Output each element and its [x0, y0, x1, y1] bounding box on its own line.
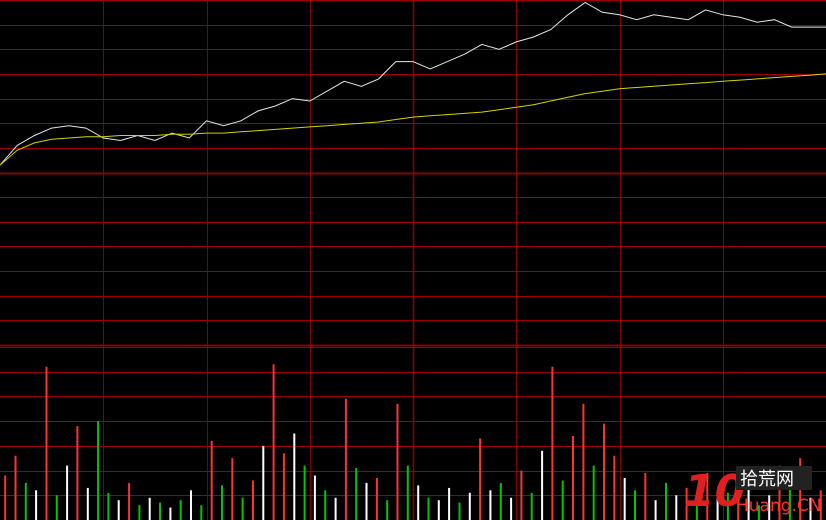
volume-bar: [324, 490, 327, 520]
volume-bar: [190, 490, 192, 520]
volume-bar: [86, 487, 89, 520]
watermark: 10 拾荒网 Huang.CN: [684, 466, 822, 517]
volume-bar: [159, 502, 161, 520]
volume-bar: [644, 473, 647, 520]
volume-bar: [417, 485, 420, 520]
volume-bar: [489, 490, 492, 520]
watermark-number: 10: [684, 466, 745, 517]
volume-bar: [128, 482, 131, 520]
volume-bar: [675, 495, 678, 520]
volume-bar: [272, 364, 275, 520]
volume-bar: [582, 403, 585, 520]
volume-bar: [561, 480, 564, 520]
volume-bar: [819, 490, 822, 520]
volume-bar: [572, 436, 574, 520]
volume-bar: [200, 505, 203, 520]
volume-bar: [262, 445, 265, 520]
volume-bar: [520, 470, 523, 520]
volume-bar: [768, 495, 771, 520]
volume-bar: [716, 497, 719, 520]
volume-bar: [282, 453, 285, 520]
volume-bar: [24, 482, 27, 520]
volume-bar: [541, 450, 544, 520]
volume-bar: [252, 480, 254, 520]
volume-bar: [169, 507, 172, 520]
volume-bar: [778, 465, 781, 520]
watermark-site: 拾荒网: [740, 469, 794, 490]
volume-bar: [788, 487, 791, 520]
volume-bar: [97, 421, 100, 520]
volume-bar: [406, 465, 409, 520]
volume-bar: [303, 465, 306, 520]
volume-bar: [35, 490, 38, 520]
volume-bar: [375, 478, 378, 520]
volume-bar: [654, 500, 657, 520]
volume-bar: [355, 468, 358, 520]
price-line: [0, 73, 826, 166]
volume-bar: [231, 458, 234, 520]
volume-bar: [14, 455, 17, 520]
volume-bar: [66, 465, 69, 520]
volume-bar: [706, 473, 709, 520]
volume-bar: [210, 440, 213, 520]
volume-bar: [530, 492, 533, 520]
volume-bar: [437, 500, 440, 520]
volume-bar: [138, 505, 141, 520]
volume-bar: [551, 366, 554, 520]
volume-bar: [55, 495, 58, 520]
volume-bar: [685, 487, 688, 520]
volume-bar: [148, 497, 151, 520]
volume-bar: [448, 487, 451, 520]
volume-bar: [386, 500, 389, 520]
volume-bar: [293, 433, 296, 520]
volume-bar: [344, 398, 347, 520]
volume-bar: [592, 465, 595, 520]
volume-bar: [479, 438, 482, 520]
volume-bar: [313, 475, 316, 520]
volume-bar: [634, 490, 636, 520]
volume-bar: [427, 497, 430, 520]
volume-bar: [613, 455, 616, 520]
volume-bar: [117, 500, 120, 520]
volume-bar: [334, 497, 337, 520]
volume-bar: [221, 485, 223, 520]
volume-bar: [179, 500, 182, 520]
volume-bar: [665, 482, 667, 520]
volume-bar: [499, 482, 502, 520]
volume-bar: [809, 497, 812, 520]
volume-bar: [623, 478, 626, 520]
volume-bar: [757, 505, 760, 520]
volume-bar: [76, 426, 79, 520]
volume-bar: [241, 497, 244, 520]
watermark-box: [736, 466, 812, 490]
volume-bar: [737, 475, 740, 520]
volume-bar: [396, 403, 399, 520]
volume-bar: [458, 502, 461, 520]
volume-bar: [365, 482, 368, 520]
volume-bar: [747, 485, 750, 520]
volume-bar: [603, 423, 605, 520]
volume-bar: [4, 475, 7, 520]
watermark-domain: Huang.CN: [736, 496, 822, 516]
volume-bar: [107, 492, 110, 520]
volume-bar: [510, 497, 513, 520]
volume-bar: [695, 502, 698, 520]
volume-bar: [45, 366, 48, 520]
volume-bar: [726, 492, 729, 520]
volume-bar: [468, 492, 471, 520]
